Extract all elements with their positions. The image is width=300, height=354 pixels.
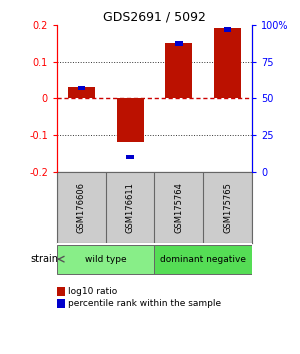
Bar — [224, 27, 231, 32]
Bar — [68, 87, 95, 98]
Text: wild type: wild type — [85, 255, 127, 264]
Text: GSM176606: GSM176606 — [77, 182, 86, 233]
Bar — [117, 98, 143, 142]
Bar — [214, 28, 241, 98]
Bar — [127, 155, 134, 159]
Bar — [175, 41, 182, 46]
Text: GSM176611: GSM176611 — [126, 182, 135, 233]
Text: strain: strain — [30, 254, 58, 264]
Title: GDS2691 / 5092: GDS2691 / 5092 — [103, 11, 206, 24]
Bar — [166, 43, 192, 98]
Bar — [57, 245, 154, 274]
Text: GSM175764: GSM175764 — [174, 182, 183, 233]
Bar — [78, 86, 85, 90]
Text: dominant negative: dominant negative — [160, 255, 246, 264]
Text: GSM175765: GSM175765 — [223, 182, 232, 233]
Text: log10 ratio: log10 ratio — [68, 287, 117, 296]
Text: percentile rank within the sample: percentile rank within the sample — [68, 299, 220, 308]
Bar — [154, 245, 252, 274]
